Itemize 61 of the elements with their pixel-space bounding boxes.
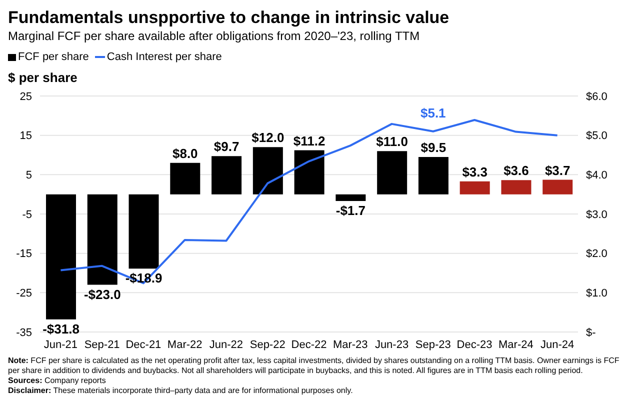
- bar: [170, 162, 200, 194]
- source-note: Sources: Company reports: [8, 376, 107, 386]
- y-tick-label: -25: [16, 288, 32, 300]
- data-label: $3.6: [504, 163, 529, 178]
- x-tick-label: Jun-22: [209, 338, 244, 351]
- bar: [294, 150, 324, 194]
- y-tick-label: 5: [26, 170, 32, 182]
- x-tick-label: Jun-21: [44, 338, 78, 351]
- data-label: -$23.0: [84, 286, 121, 302]
- y2-tick-label: $5.0: [586, 130, 608, 142]
- data-label: $9.7: [214, 139, 240, 154]
- y2-tick-label: $-: [586, 326, 596, 339]
- y-tick-label: 25: [20, 90, 32, 103]
- data-label: $3.7: [544, 162, 570, 178]
- x-tick-label: Dec-22: [291, 338, 327, 351]
- x-tick-label: Jun-23: [374, 338, 409, 351]
- text: Disclaimer: These materials incorporate third–party data and are for informational purposes only.: [8, 386, 354, 396]
- x-tick-label: Dec-21: [126, 338, 162, 351]
- data-label: $3.3: [462, 164, 488, 180]
- data-label: $9.5: [420, 140, 446, 155]
- y-tick-label: -5: [22, 208, 32, 221]
- bar: [212, 156, 242, 194]
- x-tick-label: Mar-24: [498, 338, 534, 351]
- bar: [542, 180, 573, 194]
- x-tick-label: Sep-23: [415, 338, 451, 351]
- legend-label: FCF per share: [17, 50, 89, 64]
- text: Note: FCF per share is calculated as the net operating profit after tax, less capital investments, divided by shares outstanding on a rolling TTM basis. Owner earnings is FCF per share in addition to dividends and buybacks. Not all shareholders will participate in buybacks, and this is noted. All figures are in TTM basis each rolling period.: [8, 356, 620, 376]
- data-label: $8.0: [172, 146, 198, 161]
- data-label: $11.2: [293, 133, 326, 148]
- bar: [46, 194, 76, 320]
- x-tick-label: Jun-24: [540, 338, 574, 351]
- y2-tick-label: $2.0: [586, 248, 608, 260]
- y-tick-label: -35: [16, 326, 32, 339]
- x-tick-label: Mar-23: [332, 338, 368, 351]
- y2-tick-label: $3.0: [586, 208, 608, 221]
- chart-title: Fundamentals unspportive to change in intrinsic value: [8, 8, 450, 28]
- x-tick-label: Sep-22: [250, 338, 286, 351]
- y2-tick-label: $1.0: [586, 288, 608, 300]
- bar: [377, 151, 408, 194]
- data-label: $11.0: [376, 134, 408, 150]
- x-tick-label: Mar-22: [167, 338, 202, 351]
- data-label: -$1.7: [336, 203, 366, 218]
- data-label: $12.0: [252, 130, 284, 146]
- chart-subtitle: Marginal FCF per share available after obligations from 2020–'23, rolling TTM: [8, 28, 421, 44]
- bar: [460, 181, 490, 194]
- y-tick-label: -15: [16, 248, 32, 260]
- legend-label: Cash Interest per share: [106, 50, 222, 64]
- bar: [252, 147, 283, 194]
- data-label: $5.1: [420, 105, 446, 120]
- y2-tick-label: $6.0: [586, 90, 608, 103]
- bar: [501, 180, 532, 194]
- bar: [418, 156, 448, 194]
- x-tick-label: Dec-23: [456, 338, 492, 351]
- bar: [336, 194, 366, 202]
- y-tick-label: 15: [20, 130, 32, 142]
- data-label: -$31.8: [42, 321, 80, 336]
- bar: [87, 194, 118, 285]
- x-tick-label: Sep-21: [84, 338, 120, 351]
- y-axis-title: $ per share: [8, 70, 78, 86]
- y2-tick-label: $4.0: [586, 170, 608, 182]
- bar: [128, 194, 159, 269]
